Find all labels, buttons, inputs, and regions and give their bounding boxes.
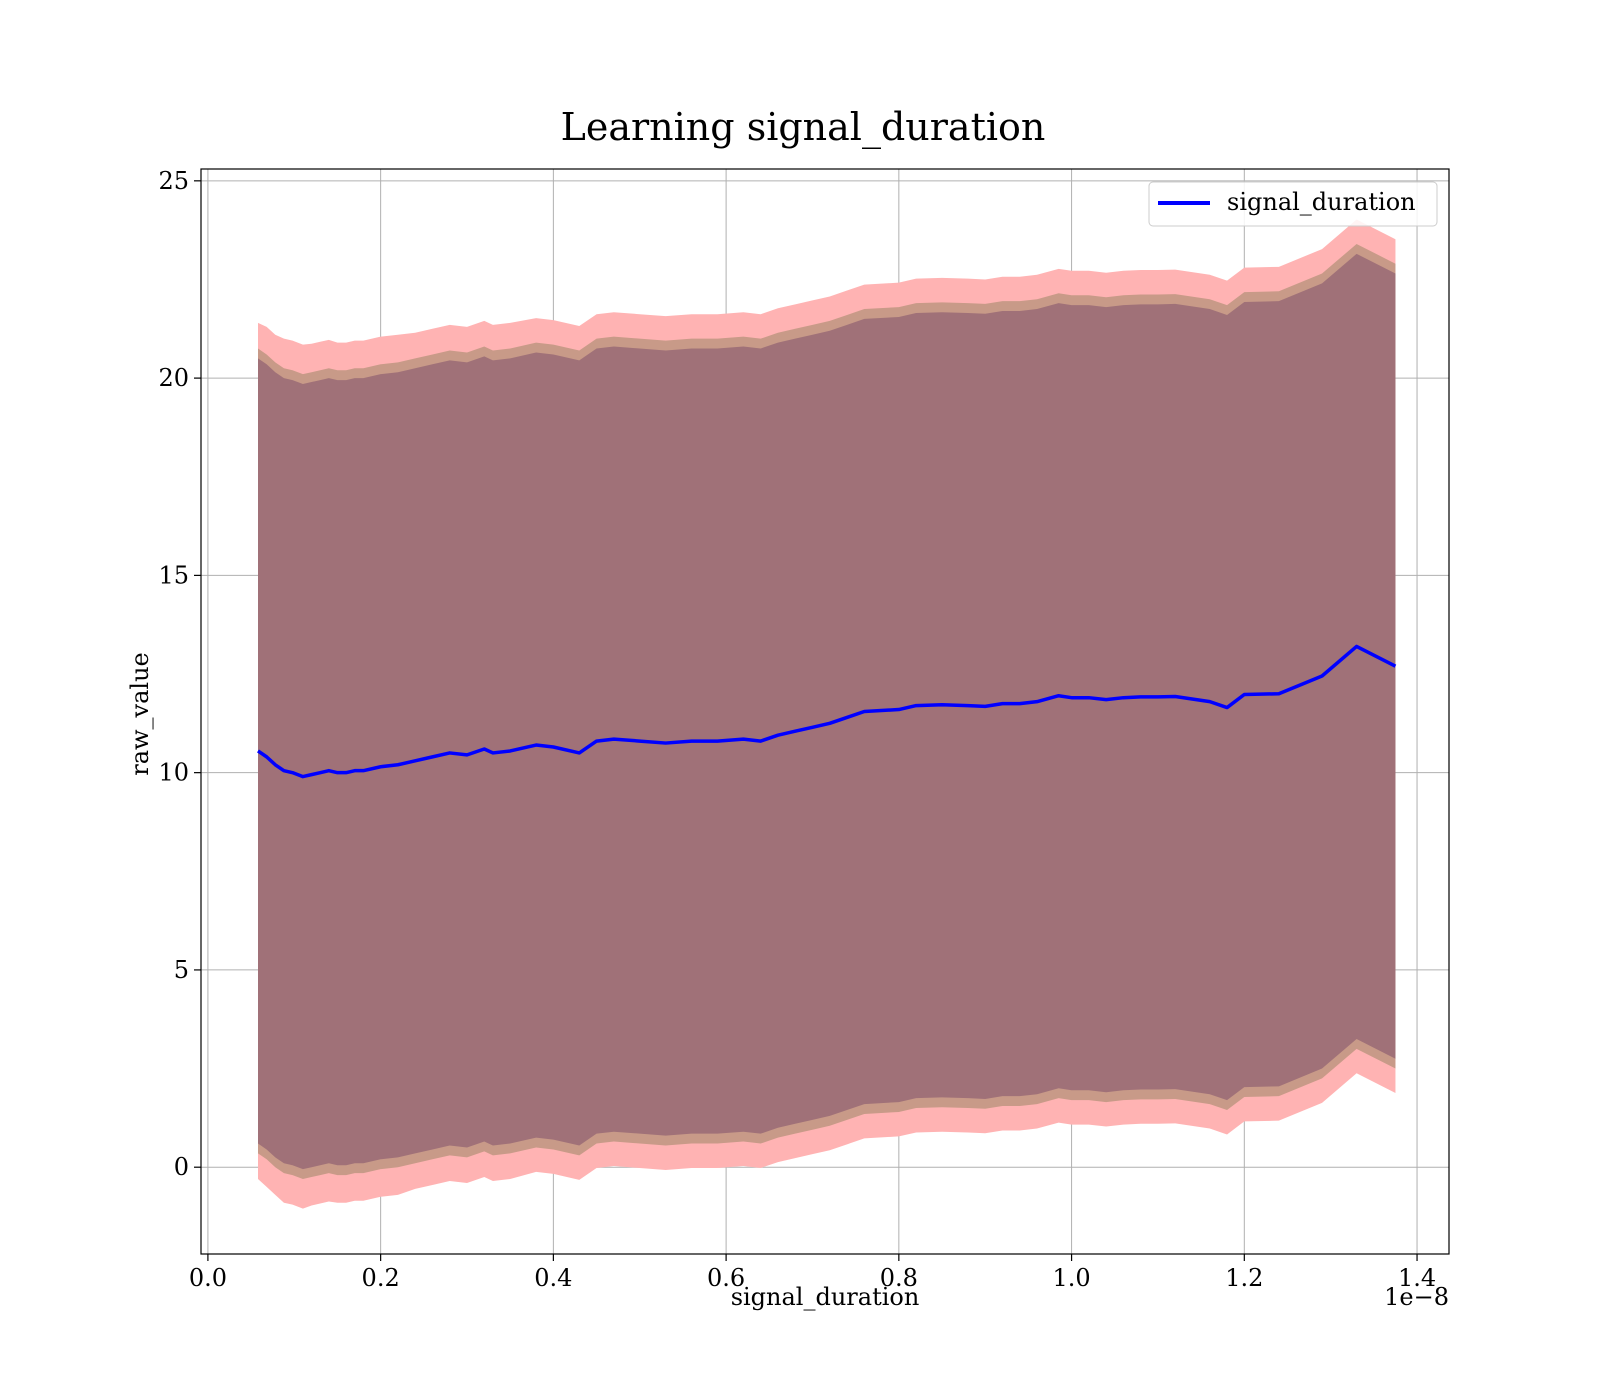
y-tick-label: 25 xyxy=(158,167,189,195)
y-tick-label: 15 xyxy=(158,561,189,589)
legend-frame xyxy=(1148,181,1438,227)
y-tick-label: 10 xyxy=(158,759,189,787)
chart-title: Learning signal_duration xyxy=(561,105,1046,150)
x-axis-label: signal_duration xyxy=(731,1283,920,1311)
x-tick-label: 0.0 xyxy=(189,1264,227,1292)
legend: signal_duration xyxy=(1148,181,1438,227)
y-tick-label: 0 xyxy=(174,1153,189,1181)
y-tick-label: 20 xyxy=(158,364,189,392)
x-tick-label: 1.2 xyxy=(1225,1264,1263,1292)
plot-area: 0.0 0.2 0.4 0.6 0.8 1.0 1.2 1.4 0 5 10 15 20 25 xyxy=(158,167,1450,1292)
y-tick-label: 5 xyxy=(174,956,189,984)
confidence-band-inner xyxy=(258,253,1396,1170)
series-line-signal-duration xyxy=(257,644,1397,779)
x-tick-label: 0.6 xyxy=(707,1264,745,1292)
y-axis-label: raw_value xyxy=(126,652,154,776)
x-tick-label: 0.4 xyxy=(534,1264,572,1292)
legend-entry-signal-duration: signal_duration xyxy=(1227,188,1416,216)
x-tick-label: 0.2 xyxy=(362,1264,400,1292)
x-tick-label: 1.0 xyxy=(1052,1264,1090,1292)
x-axis-offset-label: 1e−8 xyxy=(1384,1283,1449,1311)
plot-frame xyxy=(200,168,1450,1255)
x-tick-label: 1.4 xyxy=(1398,1264,1436,1292)
x-tick-label: 0.8 xyxy=(880,1264,918,1292)
